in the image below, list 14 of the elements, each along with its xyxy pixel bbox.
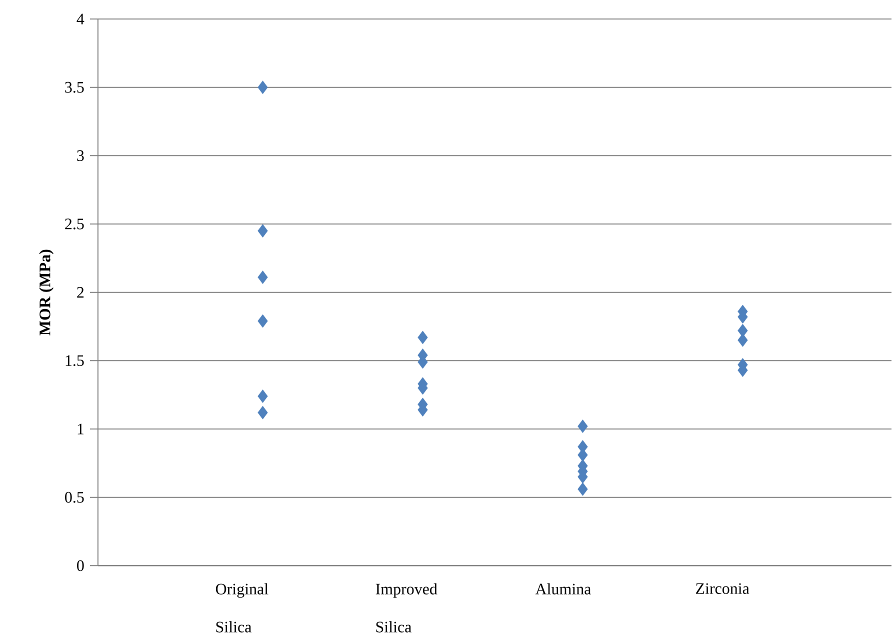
y-tick-label: 3.5 (65, 82, 84, 93)
y-tick-label: 4 (76, 14, 84, 24)
x-tick-label: Alumina (535, 583, 591, 595)
y-tick-label: 0 (77, 560, 84, 572)
x-tick-label: Zirconia (696, 583, 750, 594)
category-label: Improved Silica (376, 583, 438, 633)
y-tick-label: 2.5 (65, 218, 84, 230)
y-tick-label: 1.5 (66, 355, 84, 366)
y-tick-label: 1 (78, 424, 84, 434)
y-tick-label: 0.5 (65, 492, 84, 503)
y-tick-label: 3 (77, 150, 84, 162)
category-label: Original Silica (216, 583, 268, 633)
y-axis-title: MOR (MPa) (39, 250, 54, 336)
y-tick-label: 2 (77, 287, 84, 298)
